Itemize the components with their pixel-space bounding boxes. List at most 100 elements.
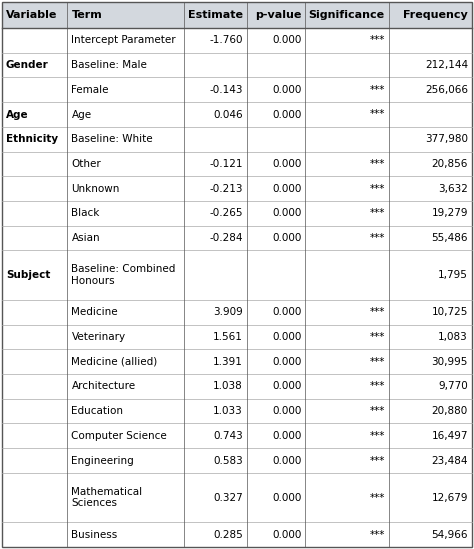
Text: 0.000: 0.000: [272, 406, 301, 416]
Text: p-value: p-value: [255, 10, 301, 20]
Text: 0.000: 0.000: [272, 109, 301, 120]
Text: Term: Term: [72, 10, 102, 20]
Bar: [2, 522, 472, 547]
Bar: [2, 77, 472, 102]
Text: 1.391: 1.391: [213, 357, 243, 367]
Text: 0.743: 0.743: [213, 431, 243, 441]
Text: 54,966: 54,966: [431, 530, 468, 540]
Text: Intercept Parameter: Intercept Parameter: [72, 35, 176, 46]
Text: Education: Education: [72, 406, 123, 416]
Text: 19,279: 19,279: [431, 209, 468, 219]
Text: Architecture: Architecture: [72, 382, 136, 391]
Text: ***: ***: [369, 159, 385, 169]
Text: 0.583: 0.583: [213, 456, 243, 466]
Text: 23,484: 23,484: [431, 456, 468, 466]
Text: ***: ***: [369, 406, 385, 416]
Bar: [2, 53, 472, 77]
Text: 0.000: 0.000: [272, 307, 301, 317]
Text: -0.121: -0.121: [210, 159, 243, 169]
Bar: [2, 473, 472, 522]
Text: Mathematical
Sciences: Mathematical Sciences: [72, 487, 143, 508]
Text: ***: ***: [369, 492, 385, 502]
Bar: [2, 300, 472, 324]
Text: ***: ***: [369, 209, 385, 219]
Text: ***: ***: [369, 431, 385, 441]
Bar: [2, 448, 472, 473]
Text: 0.000: 0.000: [272, 332, 301, 342]
Text: ***: ***: [369, 307, 385, 317]
Text: 0.000: 0.000: [272, 530, 301, 540]
Bar: [2, 349, 472, 374]
Bar: [2, 399, 472, 423]
Bar: [2, 201, 472, 226]
Text: 10,725: 10,725: [432, 307, 468, 317]
Text: ***: ***: [369, 357, 385, 367]
Text: 0.000: 0.000: [272, 209, 301, 219]
Bar: [2, 127, 472, 152]
Bar: [2, 374, 472, 399]
Text: Computer Science: Computer Science: [72, 431, 167, 441]
Text: ***: ***: [369, 233, 385, 243]
Text: 0.000: 0.000: [272, 382, 301, 391]
Text: -0.213: -0.213: [210, 184, 243, 194]
Text: 1.033: 1.033: [213, 406, 243, 416]
Text: ***: ***: [369, 85, 385, 95]
Text: Age: Age: [72, 109, 91, 120]
Text: ***: ***: [369, 109, 385, 120]
Text: 0.000: 0.000: [272, 357, 301, 367]
Text: ***: ***: [369, 530, 385, 540]
Text: Medicine: Medicine: [72, 307, 118, 317]
Bar: [2, 152, 472, 176]
Text: -0.284: -0.284: [210, 233, 243, 243]
Text: Medicine (allied): Medicine (allied): [72, 357, 158, 367]
Bar: [2, 102, 472, 127]
Text: Subject: Subject: [6, 270, 50, 280]
Text: ***: ***: [369, 382, 385, 391]
Text: 0.327: 0.327: [213, 492, 243, 502]
Text: Baseline: White: Baseline: White: [72, 134, 153, 144]
Text: Variable: Variable: [6, 10, 57, 20]
Text: 1.038: 1.038: [213, 382, 243, 391]
Text: 9,770: 9,770: [438, 382, 468, 391]
Text: 0.000: 0.000: [272, 35, 301, 46]
Text: 3,632: 3,632: [438, 184, 468, 194]
Text: 0.285: 0.285: [213, 530, 243, 540]
Text: Ethnicity: Ethnicity: [6, 134, 58, 144]
Bar: [2, 250, 472, 300]
Text: 20,880: 20,880: [432, 406, 468, 416]
Text: 0.000: 0.000: [272, 456, 301, 466]
Text: Veterinary: Veterinary: [72, 332, 126, 342]
Bar: [2, 2, 472, 28]
Text: Significance: Significance: [309, 10, 385, 20]
Text: 12,679: 12,679: [431, 492, 468, 502]
Text: Estimate: Estimate: [188, 10, 243, 20]
Text: 0.000: 0.000: [272, 492, 301, 502]
Text: ***: ***: [369, 456, 385, 466]
Text: 55,486: 55,486: [431, 233, 468, 243]
Text: 0.000: 0.000: [272, 184, 301, 194]
Text: 3.909: 3.909: [213, 307, 243, 317]
Text: 16,497: 16,497: [431, 431, 468, 441]
Text: 20,856: 20,856: [432, 159, 468, 169]
Text: Asian: Asian: [72, 233, 100, 243]
Bar: [2, 176, 472, 201]
Text: ***: ***: [369, 332, 385, 342]
Text: Business: Business: [72, 530, 118, 540]
Text: -0.143: -0.143: [210, 85, 243, 95]
Bar: [2, 324, 472, 349]
Text: Gender: Gender: [6, 60, 49, 70]
Text: 256,066: 256,066: [425, 85, 468, 95]
Text: Unknown: Unknown: [72, 184, 120, 194]
Text: 0.046: 0.046: [213, 109, 243, 120]
Text: Baseline: Combined
Honours: Baseline: Combined Honours: [72, 264, 176, 286]
Text: 0.000: 0.000: [272, 233, 301, 243]
Text: Baseline: Male: Baseline: Male: [72, 60, 147, 70]
Text: Female: Female: [72, 85, 109, 95]
Text: Age: Age: [6, 109, 28, 120]
Text: Frequency: Frequency: [403, 10, 468, 20]
Text: 0.000: 0.000: [272, 85, 301, 95]
Text: Other: Other: [72, 159, 101, 169]
Text: 1,083: 1,083: [438, 332, 468, 342]
Text: Engineering: Engineering: [72, 456, 134, 466]
Text: 377,980: 377,980: [425, 134, 468, 144]
